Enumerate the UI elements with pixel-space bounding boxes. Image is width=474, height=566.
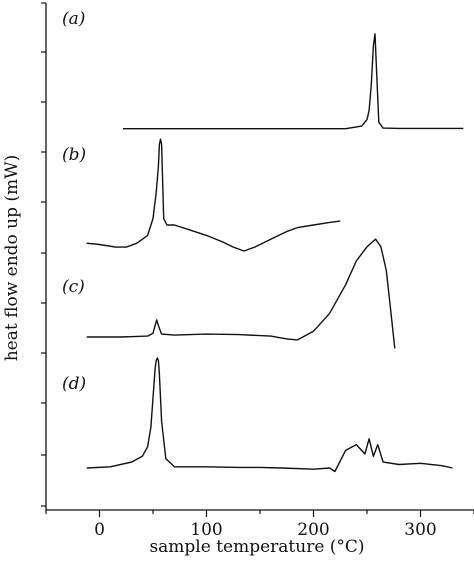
x-tick-label: 300 [404,520,436,540]
series-group [86,33,464,473]
x-tick-label: 0 [94,520,105,540]
series-line-d [86,357,453,473]
panel-labels: (a) (b) (c) (d) [62,9,86,394]
series-line-c [86,238,396,349]
panel-label-c: (c) [62,277,85,297]
x-axis-title: sample temperature (°C) [149,537,364,557]
panel-label-b: (b) [62,145,86,165]
x-tick-label: 100 [190,520,222,540]
y-axis-title: heat flow endo up (mW) [2,155,22,362]
axes: 0 100 200 300 [41,2,474,540]
panel-label-a: (a) [62,9,85,29]
panel-label-d: (d) [62,374,86,394]
series-line-b [86,138,341,252]
x-tick-label: 200 [297,520,329,540]
series-line-a [123,33,464,130]
